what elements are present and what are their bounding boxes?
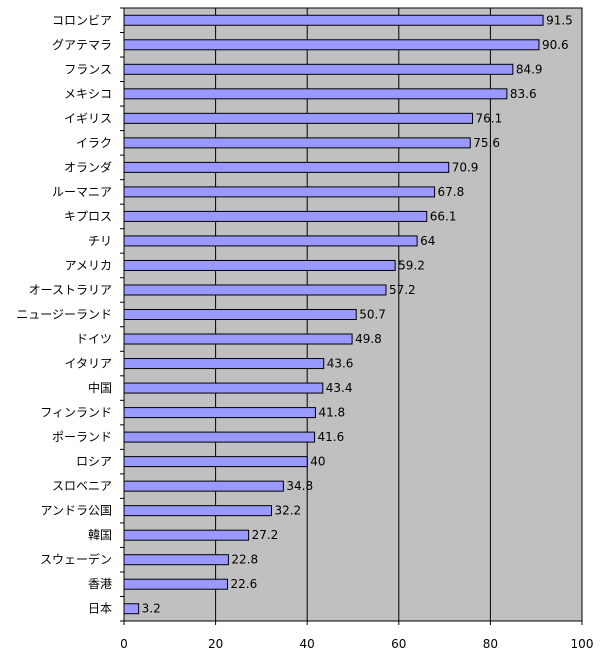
data-label: 27.2 (252, 528, 279, 542)
data-label: 22.6 (231, 577, 258, 591)
data-label: 84.9 (516, 62, 543, 76)
x-tick-label: 60 (391, 637, 406, 651)
x-tick-label: 20 (208, 637, 223, 651)
x-axis: 0 20 40 60 80 100 (120, 7, 594, 651)
category-label: オーストラリア (29, 283, 112, 297)
category-label: アンドラ公国 (40, 504, 112, 518)
bar (123, 333, 353, 345)
bar (123, 63, 514, 75)
category-label: ポーランド (52, 430, 112, 444)
bar (123, 603, 140, 615)
data-label: 43.6 (327, 357, 354, 371)
data-label: 66.1 (430, 209, 457, 223)
bar (123, 186, 436, 198)
x-tick-label: 80 (483, 637, 498, 651)
category-label: ルーマニア (52, 185, 112, 199)
data-label: 43.4 (326, 381, 353, 395)
category-label: フランス (64, 62, 112, 76)
data-labels: 91.5 90.6 84.9 83.6 76.1 75.6 70.9 67.8 66.1 64 59… (142, 13, 573, 615)
bar (123, 284, 387, 296)
category-labels: コロンビアグアテマラフランスメキシコイギリスイラクオランダルーマニアキプロスチリ… (16, 13, 112, 615)
x-tick-label: 100 (571, 637, 594, 651)
category-label: グアテマラ (52, 38, 112, 52)
bar (123, 529, 250, 541)
category-label: フィンランド (40, 406, 112, 420)
data-label: 34.8 (286, 479, 313, 493)
bar (123, 456, 308, 468)
bar (123, 554, 229, 566)
data-label: 91.5 (546, 13, 573, 27)
category-label: コロンビア (52, 13, 112, 27)
data-label: 41.8 (318, 406, 345, 420)
category-label: ドイツ (76, 332, 112, 346)
bar (123, 382, 324, 394)
category-label: スロベニア (52, 479, 112, 493)
category-label: メキシコ (64, 87, 112, 101)
data-label: 75.6 (473, 136, 500, 150)
category-label: 韓国 (88, 528, 112, 542)
category-label: イラク (76, 136, 112, 150)
category-label: イギリス (64, 111, 112, 125)
data-label: 90.6 (542, 38, 569, 52)
bar (123, 88, 508, 100)
category-label: 中国 (88, 380, 112, 395)
data-label: 83.6 (510, 87, 537, 101)
category-label: 日本 (88, 602, 112, 616)
category-label: スウェーデン (40, 552, 112, 567)
bar (123, 210, 428, 222)
data-label: 49.8 (355, 332, 382, 346)
bar (123, 137, 471, 149)
data-label: 57.2 (389, 283, 416, 297)
bar (123, 259, 396, 271)
bar (123, 309, 357, 320)
bar (123, 39, 540, 51)
category-label: オランダ (64, 159, 112, 174)
category-label: 香港 (88, 577, 112, 591)
bar (123, 14, 544, 26)
category-label: イタリア (64, 357, 112, 371)
data-label: 3.2 (142, 602, 161, 616)
bar (123, 431, 316, 443)
data-label: 64 (420, 234, 435, 248)
category-label: キプロス (64, 209, 112, 223)
data-label: 70.9 (452, 160, 479, 174)
bar (123, 407, 316, 419)
data-label: 41.6 (318, 430, 345, 444)
data-label: 67.8 (438, 185, 465, 199)
bar (123, 505, 272, 517)
bar (123, 161, 450, 173)
bars (123, 14, 544, 615)
data-label: 22.8 (231, 553, 258, 567)
x-tick-label: 40 (300, 637, 315, 651)
data-label: 40 (310, 455, 325, 469)
bar (123, 112, 474, 124)
data-label: 59.2 (398, 258, 425, 272)
bar (123, 235, 418, 247)
data-label: 76.1 (476, 111, 503, 125)
category-label: チリ (88, 234, 112, 248)
bar (123, 578, 229, 590)
category-label: ニュージーランド (16, 308, 112, 322)
data-label: 32.2 (274, 504, 301, 518)
data-label: 50.7 (359, 308, 386, 322)
category-label: ロシア (76, 455, 112, 469)
bar (123, 480, 284, 492)
bar (123, 358, 325, 370)
x-tick-label: 0 (120, 637, 128, 651)
category-label: アメリカ (65, 258, 112, 272)
